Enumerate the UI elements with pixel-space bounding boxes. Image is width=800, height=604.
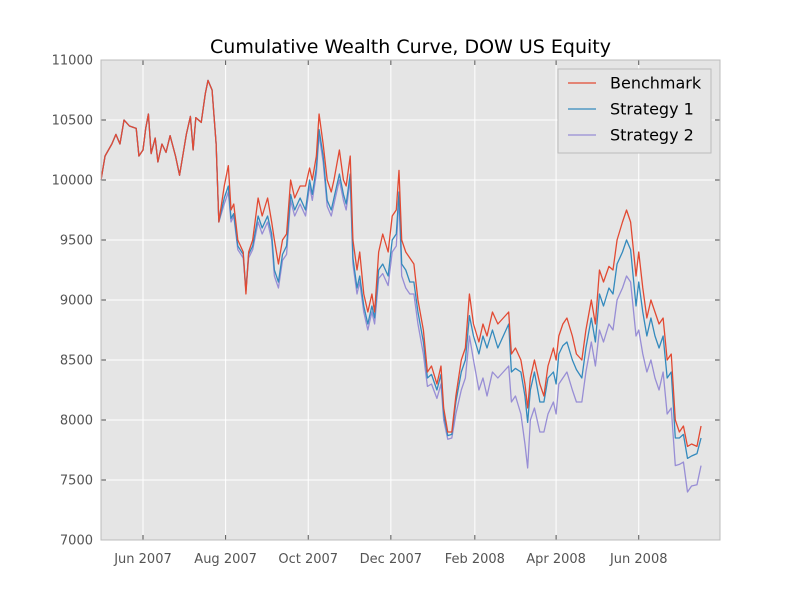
x-tick-label: Jun 2007: [113, 552, 172, 567]
legend-label: Strategy 1: [610, 100, 694, 119]
x-tick-label: Oct 2007: [278, 552, 338, 567]
y-tick-label: 7000: [60, 534, 93, 549]
y-tick-label: 7500: [60, 474, 93, 489]
x-tick-label: Aug 2007: [194, 552, 257, 567]
x-tick-label: Apr 2008: [526, 552, 586, 567]
legend-label: Strategy 2: [610, 126, 694, 145]
y-tick-label: 11000: [52, 54, 93, 69]
y-tick-label: 10500: [52, 114, 93, 129]
axis-ticks: 7000 7500 8000 8500 9000 9500 10000 10500 11000 J…: [52, 54, 720, 567]
plot-frame: [100, 59, 721, 541]
y-tick-label: 10000: [52, 174, 93, 189]
chart-title: Cumulative Wealth Curve, DOW US Equity: [210, 36, 611, 58]
legend-label: Benchmark: [610, 74, 702, 93]
y-tick-label: 9500: [60, 234, 93, 249]
y-tick-label: 9000: [60, 294, 93, 309]
x-tick-label: Dec 2007: [360, 552, 422, 567]
x-tick-label: Jun 2008: [609, 552, 668, 567]
y-tick-label: 8500: [60, 354, 93, 369]
x-tick-label: Feb 2008: [445, 552, 505, 567]
series-lines: [100, 79, 702, 493]
y-tick-label: 8000: [60, 414, 93, 429]
legend: Benchmark Strategy 1 Strategy 2: [557, 68, 712, 154]
series-line-benchmark: [100, 79, 702, 448]
